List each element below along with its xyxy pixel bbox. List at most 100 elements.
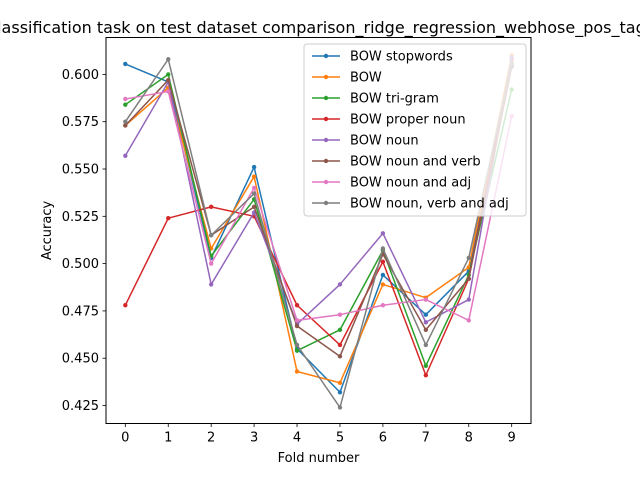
x-tick-label: 0 bbox=[121, 431, 129, 446]
data-point bbox=[423, 342, 429, 348]
data-point bbox=[380, 231, 386, 236]
data-point bbox=[337, 405, 343, 410]
legend-label: BOW noun and adj bbox=[350, 176, 471, 191]
data-point bbox=[123, 119, 128, 124]
series-line bbox=[124, 59, 513, 376]
data-point bbox=[423, 373, 429, 378]
data-point bbox=[337, 312, 343, 317]
plot-frame bbox=[105, 37, 532, 424]
data-point bbox=[294, 303, 300, 308]
legend: BOW stopwords BOW BOW tri-gram BOW proper n… bbox=[303, 43, 527, 217]
legend-label: BOW noun and verb bbox=[350, 155, 481, 170]
data-point bbox=[337, 282, 343, 287]
data-point bbox=[208, 261, 214, 266]
x-axis-ticks: 0 1 2 3 4 5 6 7 8 9 bbox=[121, 423, 516, 446]
data-point bbox=[466, 297, 471, 302]
legend-label: BOW noun bbox=[350, 134, 419, 149]
y-tick-label: 0.550 bbox=[62, 163, 99, 178]
data-point bbox=[208, 204, 214, 210]
legend-item: BOW noun bbox=[312, 134, 419, 149]
data-point bbox=[337, 354, 343, 359]
data-point bbox=[380, 259, 386, 264]
data-point bbox=[251, 174, 257, 179]
data-point bbox=[466, 276, 471, 281]
series-line bbox=[124, 66, 513, 358]
legend-item: BOW noun, verb and adj bbox=[312, 197, 509, 212]
y-tick-label: 0.500 bbox=[62, 257, 99, 272]
data-point bbox=[166, 72, 171, 77]
legend-item: BOW tri-gram bbox=[312, 92, 439, 107]
legend-swatch-marker bbox=[323, 95, 329, 101]
data-point bbox=[423, 297, 429, 302]
y-tick-label: 0.600 bbox=[62, 68, 99, 83]
x-tick-label: 5 bbox=[336, 431, 344, 446]
series-line bbox=[124, 73, 513, 367]
data-point bbox=[251, 191, 257, 196]
data-point bbox=[466, 318, 471, 323]
y-tick-label: 0.450 bbox=[62, 352, 99, 367]
legend-label: BOW bbox=[350, 71, 382, 86]
data-point bbox=[251, 185, 257, 191]
data-point bbox=[123, 102, 128, 107]
x-tick-label: 2 bbox=[207, 431, 215, 446]
data-point bbox=[423, 327, 429, 333]
x-tick-label: 1 bbox=[164, 431, 172, 446]
data-point bbox=[123, 96, 128, 102]
x-tick-label: 3 bbox=[250, 431, 258, 446]
legend-items: BOW stopwords BOW BOW tri-gram BOW proper n… bbox=[312, 50, 509, 212]
legend-box bbox=[303, 43, 527, 217]
data-point bbox=[294, 323, 300, 329]
legend-item: BOW noun and adj bbox=[312, 176, 471, 191]
data-point bbox=[166, 216, 171, 221]
y-axis-label: Accuracy bbox=[40, 201, 55, 261]
y-tick-label: 0.475 bbox=[62, 304, 99, 319]
legend-label: BOW stopwords bbox=[350, 50, 453, 65]
data-point bbox=[208, 233, 214, 238]
data-point bbox=[123, 303, 128, 308]
legend-swatch-marker bbox=[323, 116, 329, 122]
data-point bbox=[294, 342, 300, 348]
legend-swatch-marker bbox=[323, 137, 329, 143]
data-point bbox=[337, 342, 343, 348]
series-line bbox=[124, 58, 513, 409]
x-tick-label: 4 bbox=[293, 431, 301, 446]
data-point bbox=[423, 363, 429, 368]
data-point bbox=[166, 77, 171, 83]
data-point bbox=[380, 282, 386, 287]
legend-label: BOW noun, verb and adj bbox=[350, 197, 509, 212]
legend-item: BOW bbox=[312, 71, 382, 86]
legend-label: BOW tri-gram bbox=[350, 92, 439, 107]
legend-item: BOW noun and verb bbox=[312, 155, 481, 170]
legend-swatch-marker bbox=[323, 53, 329, 59]
legend-swatch-marker bbox=[323, 158, 329, 164]
data-point bbox=[123, 61, 128, 67]
series-5 bbox=[123, 64, 514, 359]
legend-swatch-marker bbox=[323, 179, 329, 185]
y-tick-label: 0.525 bbox=[62, 210, 99, 225]
data-point bbox=[166, 57, 171, 62]
data-point bbox=[466, 255, 471, 261]
data-point bbox=[251, 164, 257, 170]
x-tick-label: 9 bbox=[508, 431, 516, 446]
y-tick-label: 0.575 bbox=[62, 115, 99, 130]
data-point bbox=[337, 390, 343, 395]
x-tick-label: 6 bbox=[379, 431, 387, 446]
y-axis-ticks: 0.425 0.450 0.475 0.500 0.525 0.550 0.575 0.600 bbox=[62, 68, 106, 414]
series-line bbox=[124, 57, 513, 325]
legend-item: BOW stopwords bbox=[312, 50, 453, 65]
data-point bbox=[380, 272, 386, 278]
data-point bbox=[251, 204, 257, 210]
series-line bbox=[125, 90, 513, 322]
data-point bbox=[123, 123, 128, 128]
chart-title: Classification task on test dataset comp… bbox=[0, 18, 640, 38]
data-point bbox=[294, 348, 300, 353]
x-tick-label: 8 bbox=[465, 431, 473, 446]
data-point bbox=[337, 380, 343, 386]
x-axis-label: Fold number bbox=[278, 451, 360, 466]
legend-swatch-marker bbox=[323, 74, 329, 80]
data-point bbox=[337, 327, 343, 333]
data-point bbox=[294, 318, 300, 323]
data-point bbox=[380, 246, 386, 251]
data-point bbox=[423, 320, 429, 325]
